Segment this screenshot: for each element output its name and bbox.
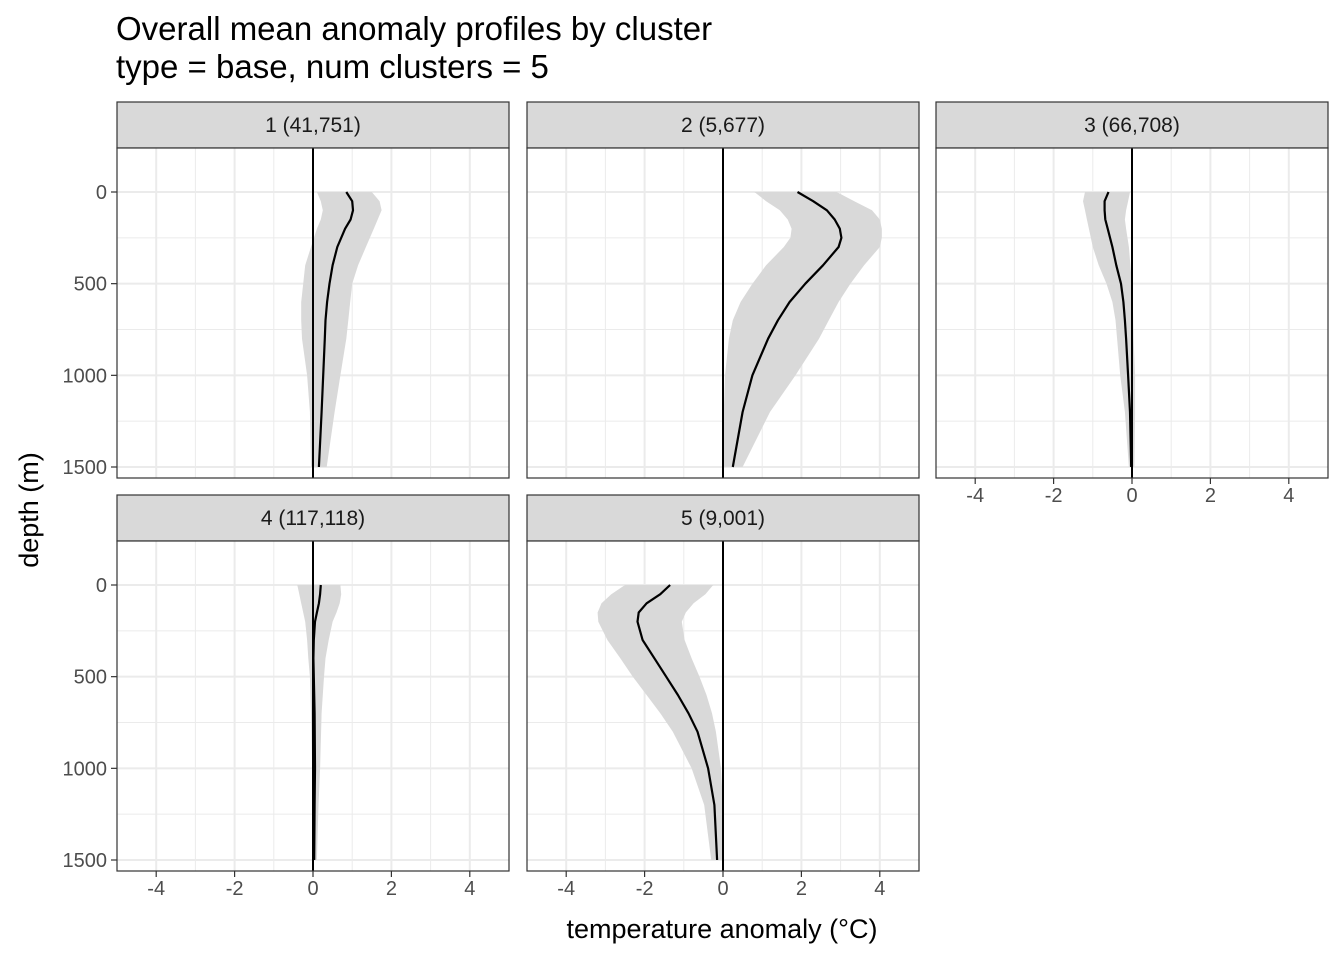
- x-axis-title: temperature anomaly (°C): [567, 914, 878, 944]
- x-tick-label: -2: [1045, 485, 1063, 507]
- y-tick-label: 1500: [63, 850, 108, 872]
- x-tick-label: -4: [557, 878, 575, 900]
- x-tick-label: 2: [386, 878, 397, 900]
- facet-strip: [116, 494, 510, 542]
- y-tick-label: 500: [74, 274, 107, 296]
- confidence-ribbon: [597, 585, 723, 860]
- y-tick-label: 1000: [63, 758, 108, 780]
- confidence-ribbon: [297, 585, 342, 860]
- facet-strip-label: 1 (41,751): [265, 114, 361, 137]
- x-tick-label: 2: [1205, 485, 1216, 507]
- y-tick-label: 500: [74, 667, 107, 689]
- x-tick-label: -4: [147, 878, 165, 900]
- x-tick-label: 4: [874, 878, 885, 900]
- x-tick-label: -2: [636, 878, 654, 900]
- y-tick-label: 0: [96, 182, 107, 204]
- panel-border: [526, 147, 920, 479]
- x-tick-label: -4: [966, 485, 984, 507]
- mean-profile-line: [636, 584, 719, 861]
- x-tick-label: 0: [717, 878, 728, 900]
- facet-strip: [526, 101, 920, 149]
- chart-subtitle: type = base, num clusters = 5: [116, 48, 549, 85]
- x-tick-label: 0: [307, 878, 318, 900]
- y-tick-label: 0: [96, 575, 107, 597]
- mean-profile-line: [312, 584, 322, 861]
- x-tick-label: -2: [226, 878, 244, 900]
- facet-panel-3: 3 (66,708) -4 -2 0 2 4: [935, 101, 1329, 507]
- x-tick-label: 2: [796, 878, 807, 900]
- facet-strip-label: 4 (117,118): [261, 507, 365, 530]
- facet-panel-2: 2 (5,677): [526, 101, 920, 479]
- y-tick-label: 1000: [63, 365, 108, 387]
- facet-panel-4: 4 (117,118) 0 500 1000 1500 -4 -2 0 2 4: [63, 494, 510, 900]
- mean-profile-line: [317, 191, 355, 468]
- facet-strip-label: 3 (66,708): [1084, 114, 1180, 137]
- facet-panel-1: 1 (41,751) 0 500 1000 1500: [63, 101, 510, 479]
- facet-panel-5: 5 (9,001) -4 -2 0 2 4: [526, 494, 920, 900]
- y-tick-label: 1500: [63, 457, 108, 479]
- facet-strip-label: 5 (9,001): [681, 507, 765, 530]
- y-axis-title: depth (m): [14, 452, 44, 568]
- x-tick-label: 4: [1283, 485, 1294, 507]
- mean-profile-line: [731, 191, 843, 468]
- facet-strip-label: 2 (5,677): [681, 114, 765, 137]
- panel-border: [116, 147, 510, 479]
- confidence-ribbon: [1083, 192, 1136, 467]
- facet-strip: [935, 101, 1329, 149]
- confidence-ribbon: [723, 192, 882, 467]
- x-tick-label: 0: [1126, 485, 1137, 507]
- chart-title: Overall mean anomaly profiles by cluster: [116, 10, 713, 47]
- x-tick-label: 4: [464, 878, 475, 900]
- mean-profile-line: [1103, 191, 1133, 468]
